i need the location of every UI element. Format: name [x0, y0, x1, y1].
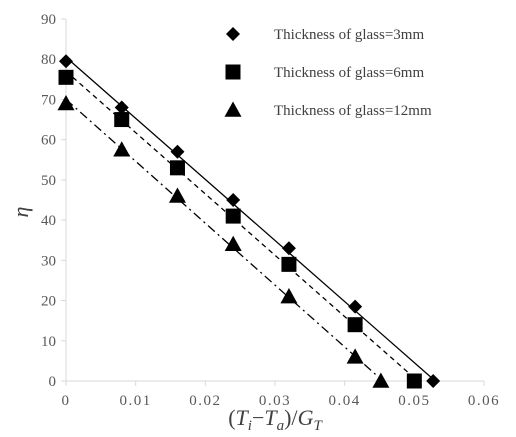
x-axis-label-part: T: [313, 418, 323, 434]
y-tick-label: 80: [41, 52, 56, 68]
legend-label: Thickness of glass=3mm: [274, 27, 424, 43]
diamond-marker: [226, 193, 241, 207]
y-tick-label: 70: [41, 92, 56, 108]
x-axis-label-part: T: [236, 405, 250, 430]
legend-triangle-marker: [224, 101, 242, 117]
x-tick-label: 0.03: [259, 393, 291, 409]
y-tick-label: 10: [41, 334, 56, 350]
diamond-marker: [59, 54, 73, 69]
triangle-marker: [372, 372, 390, 388]
x-tick-label: 0.06: [468, 393, 500, 409]
triangle-marker: [168, 187, 186, 203]
diamond-marker: [170, 144, 185, 159]
triangle-marker: [280, 288, 298, 304]
triangle-marker: [224, 235, 242, 252]
y-axis-label: η: [8, 207, 33, 218]
square-marker: [169, 160, 185, 176]
triangle-marker: [113, 141, 131, 157]
legend-label: Thickness of glass=12mm: [274, 103, 432, 119]
legend: Thickness of glass=3mm Thickness of glass…: [224, 27, 432, 119]
x-axis-label-part: (: [228, 405, 235, 430]
trend-line: [65, 98, 384, 382]
x-tick-label: 0.02: [189, 393, 221, 409]
x-axis-label: (Ti−Ta)/GT: [228, 405, 323, 434]
diamond-marker: [348, 299, 363, 314]
y-tick-label: 50: [41, 173, 56, 189]
x-axis-label-part: −: [252, 405, 264, 430]
x-tick-label: 0.01: [120, 393, 152, 409]
diamond-marker: [426, 374, 441, 388]
trend-line: [65, 56, 436, 382]
y-tick-label: 20: [41, 294, 56, 310]
legend-diamond-marker: [226, 27, 240, 41]
y-tick-label: 0: [49, 374, 57, 390]
y-tick-label: 60: [41, 133, 56, 149]
square-marker: [406, 373, 422, 389]
x-tick-label: 0: [62, 393, 71, 409]
y-tick-label: 90: [41, 12, 56, 28]
x-tick-label: 0.05: [398, 393, 430, 409]
legend-label: Thickness of glass=6mm: [274, 65, 424, 81]
legend-square-marker: [225, 64, 241, 80]
square-marker: [347, 317, 363, 333]
x-tick-label: 0.04: [329, 393, 361, 409]
triangle-marker: [57, 94, 75, 111]
square-marker: [225, 208, 241, 224]
square-marker: [58, 69, 74, 85]
x-axis-label-part: i: [248, 418, 252, 434]
axes: 0 10 20 30 40 50 60 70 80 90 0 0.01 0.02 0.03 0.04 0.05…: [41, 12, 500, 409]
triangle-marker: [346, 348, 364, 364]
y-tick-label: 40: [41, 213, 56, 229]
diamond-marker: [281, 241, 296, 256]
square-marker: [114, 112, 130, 128]
square-marker: [281, 256, 297, 272]
diamond-marker: [114, 100, 129, 115]
x-axis-label-part: T: [264, 405, 278, 430]
data-markers: [57, 54, 441, 389]
x-axis-label-part: )/: [284, 405, 298, 430]
x-axis-label-part: a: [277, 418, 285, 434]
y-tick-label: 30: [41, 253, 56, 269]
x-axis-label-part: G: [298, 405, 314, 430]
